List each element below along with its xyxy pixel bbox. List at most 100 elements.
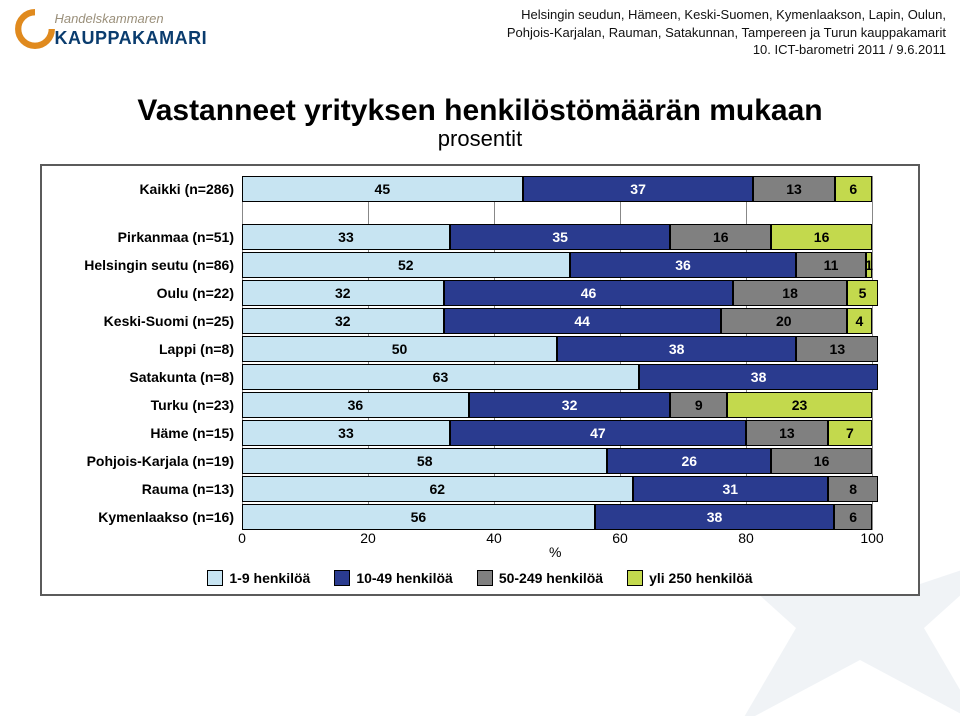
chart-row: Satakunta (n=8)6338 <box>54 364 906 390</box>
chart-row: Lappi (n=8)503813 <box>54 336 906 362</box>
bar: 4537136 <box>242 176 872 202</box>
row-label: Kymenlaakso (n=16) <box>54 509 242 525</box>
legend-item: 50-249 henkilöä <box>477 570 603 586</box>
bar-segment: 32 <box>469 392 671 418</box>
chart-row: Pohjois-Karjala (n=19)582616 <box>54 448 906 474</box>
bar-segment: 5 <box>847 280 878 306</box>
x-axis: 020406080100% <box>242 532 872 564</box>
bar-segment: 58 <box>242 448 607 474</box>
bar: 3246185 <box>242 280 878 306</box>
legend-item: 10-49 henkilöä <box>334 570 453 586</box>
page: Handelskammaren KAUPPAKAMARI Helsingin s… <box>0 0 960 716</box>
legend-item: yli 250 henkilöä <box>627 570 753 586</box>
bar-segment: 47 <box>450 420 746 446</box>
bar-segment: 52 <box>242 252 570 278</box>
axis-tick-label: 80 <box>734 530 758 546</box>
chart-row: Häme (n=15)3347137 <box>54 420 906 446</box>
axis-title: % <box>549 544 561 560</box>
logo-arc-icon <box>14 8 56 50</box>
logo-text-main: KAUPPAKAMARI <box>54 28 207 48</box>
bars-container: Kaikki (n=286)4537136Pirkanmaa (n=51)333… <box>54 176 906 530</box>
row-label: Pohjois-Karjala (n=19) <box>54 453 242 469</box>
bar: 3632923 <box>242 392 872 418</box>
bar: 33351616 <box>242 224 872 250</box>
bar: 5236111 <box>242 252 872 278</box>
row-label: Rauma (n=13) <box>54 481 242 497</box>
row-label: Häme (n=15) <box>54 425 242 441</box>
bar: 503813 <box>242 336 878 362</box>
logo-text-top: Handelskammaren <box>54 11 163 26</box>
bar-segment: 50 <box>242 336 557 362</box>
chart-row: Pirkanmaa (n=51)33351616 <box>54 224 906 250</box>
bar-segment: 56 <box>242 504 595 530</box>
bar-segment: 16 <box>771 448 872 474</box>
bar-segment: 36 <box>242 392 469 418</box>
bar-segment: 13 <box>746 420 828 446</box>
row-label: Kaikki (n=286) <box>54 181 242 197</box>
bar-segment: 16 <box>771 224 872 250</box>
legend-swatch <box>477 570 493 586</box>
legend-item: 1-9 henkilöä <box>207 570 310 586</box>
row-label: Helsingin seutu (n=86) <box>54 257 242 273</box>
bar-segment: 38 <box>595 504 834 530</box>
bar-segment: 7 <box>828 420 872 446</box>
rows: Kaikki (n=286)4537136Pirkanmaa (n=51)333… <box>54 176 906 530</box>
chart-frame: Kaikki (n=286)4537136Pirkanmaa (n=51)333… <box>40 164 920 596</box>
chart-row: Kaikki (n=286)4537136 <box>54 176 906 202</box>
bar-segment: 13 <box>753 176 834 202</box>
legend-label: yli 250 henkilöä <box>649 570 753 586</box>
axis-tick-label: 0 <box>230 530 254 546</box>
bar-segment: 32 <box>242 280 444 306</box>
bar-segment: 16 <box>670 224 771 250</box>
axis-tick-label: 100 <box>860 530 884 546</box>
bar: 3244204 <box>242 308 872 334</box>
header: Handelskammaren KAUPPAKAMARI Helsingin s… <box>0 0 960 90</box>
source-line: Helsingin seudun, Hämeen, Keski-Suomen, … <box>507 6 946 24</box>
bar-segment: 62 <box>242 476 633 502</box>
source-block: Helsingin seudun, Hämeen, Keski-Suomen, … <box>507 6 946 59</box>
row-label: Lappi (n=8) <box>54 341 242 357</box>
chart-row: Kymenlaakso (n=16)56386 <box>54 504 906 530</box>
chart-row: Helsingin seutu (n=86)5236111 <box>54 252 906 278</box>
bar-segment: 18 <box>733 280 846 306</box>
bar-segment: 23 <box>727 392 872 418</box>
chart-row: Turku (n=23)3632923 <box>54 392 906 418</box>
bar-segment: 33 <box>242 420 450 446</box>
row-label: Pirkanmaa (n=51) <box>54 229 242 245</box>
source-line: Pohjois-Karjalan, Rauman, Satakunnan, Ta… <box>507 24 946 42</box>
legend-swatch <box>207 570 223 586</box>
axis-tick-label: 20 <box>356 530 380 546</box>
axis-tick-label: 40 <box>482 530 506 546</box>
bar-segment: 44 <box>444 308 721 334</box>
bar-segment: 4 <box>847 308 872 334</box>
logo: Handelskammaren KAUPPAKAMARI <box>14 8 207 50</box>
bar-segment: 6 <box>834 504 872 530</box>
chart-subtitle: prosentit <box>0 126 960 152</box>
bar-segment: 35 <box>450 224 671 250</box>
bar: 582616 <box>242 448 872 474</box>
bar: 3347137 <box>242 420 872 446</box>
legend-label: 1-9 henkilöä <box>229 570 310 586</box>
bar-segment: 31 <box>633 476 828 502</box>
row-label: Turku (n=23) <box>54 397 242 413</box>
bar-segment: 32 <box>242 308 444 334</box>
chart-title: Vastanneet yrityksen henkilöstömäärän mu… <box>0 94 960 128</box>
legend-swatch <box>627 570 643 586</box>
row-label: Satakunta (n=8) <box>54 369 242 385</box>
row-label: Keski-Suomi (n=25) <box>54 313 242 329</box>
bar-segment: 6 <box>835 176 872 202</box>
bar: 62318 <box>242 476 878 502</box>
source-line: 10. ICT-barometri 2011 / 9.6.2011 <box>507 41 946 59</box>
bar-segment: 37 <box>523 176 754 202</box>
bar-segment: 63 <box>242 364 639 390</box>
bar-segment: 26 <box>607 448 771 474</box>
bar-segment: 8 <box>828 476 878 502</box>
bar-segment: 33 <box>242 224 450 250</box>
bar-segment: 36 <box>570 252 797 278</box>
legend-label: 50-249 henkilöä <box>499 570 603 586</box>
bar-segment: 9 <box>670 392 727 418</box>
bar: 6338 <box>242 364 878 390</box>
chart-row: Rauma (n=13)62318 <box>54 476 906 502</box>
bar-segment: 38 <box>639 364 878 390</box>
bar-segment: 38 <box>557 336 796 362</box>
